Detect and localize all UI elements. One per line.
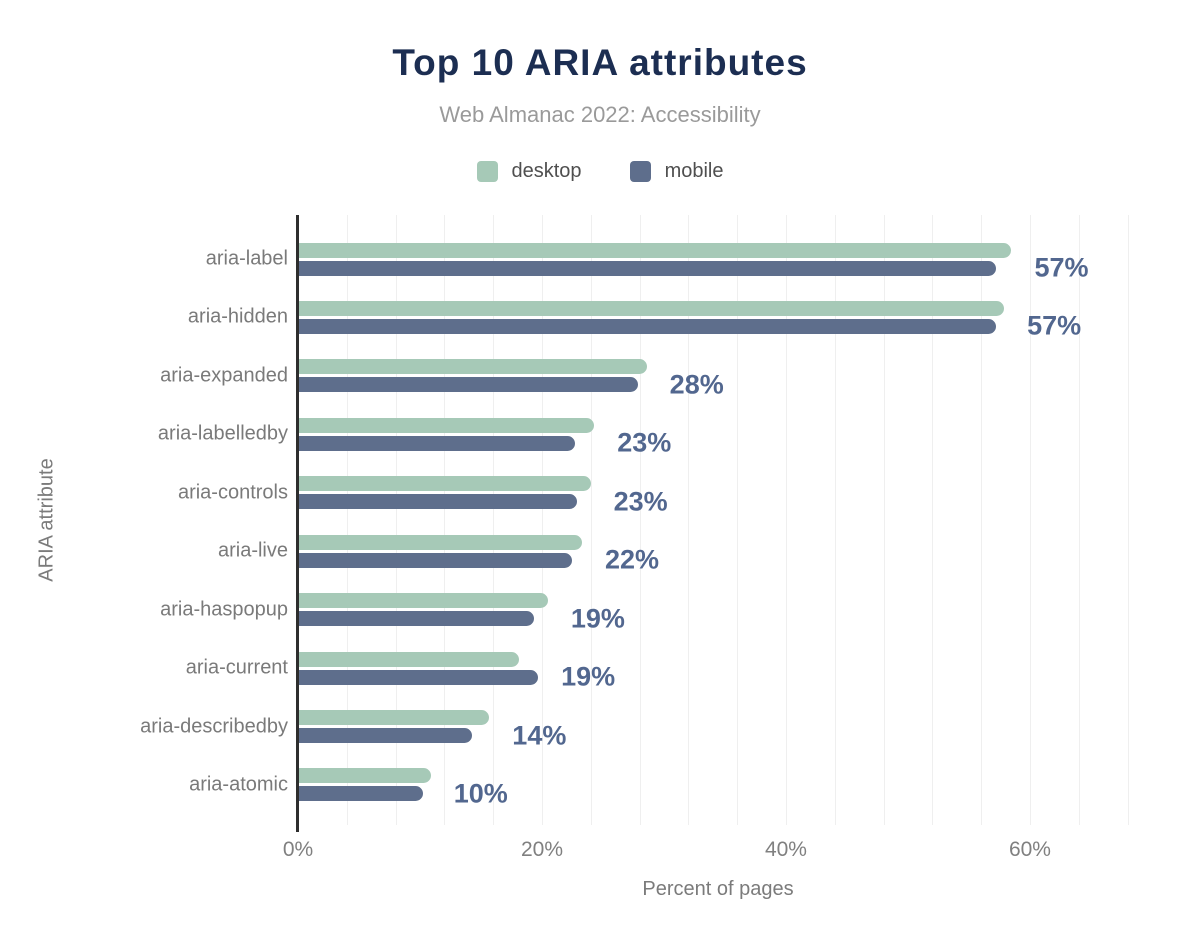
gridline [395,215,397,825]
category-label: aria-expanded [160,364,288,387]
legend-label-mobile: mobile [664,160,724,182]
value-label: 28% [669,369,724,400]
desktop-bar [299,768,431,784]
x-tick-label: 20% [520,838,563,861]
desktop-bar [299,300,1005,316]
gridline [785,215,787,825]
x-tick-label: 60% [1008,838,1051,861]
gridline [346,215,348,825]
category-label: aria-live [217,539,288,562]
gridline [688,215,690,825]
x-tick-label: 0% [282,838,314,861]
desktop-bar [299,593,548,609]
desktop-bar [299,651,519,667]
gridline [590,215,592,825]
mobile-swatch-icon [629,161,651,182]
desktop-bar [299,710,490,726]
legend-label-desktop: desktop [511,160,582,182]
gridline [493,215,495,825]
value-label: 22% [605,544,660,575]
gridline [1029,215,1031,825]
category-label: aria-hidden [187,305,288,328]
value-label: 23% [617,427,672,458]
mobile-bar [299,611,535,627]
value-label: 57% [1027,310,1082,341]
chart-title: Top 10 ARIA attributes [392,42,808,83]
value-label: 10% [453,778,508,809]
desktop-bar [299,476,591,492]
value-label: 19% [570,603,625,634]
legend-item-desktop: desktop [476,160,582,183]
gridline [737,215,739,825]
value-label: 57% [1034,252,1089,283]
gridline [541,215,543,825]
category-label: aria-describedby [140,715,288,738]
mobile-bar [299,260,996,276]
desktop-swatch-icon [476,161,498,182]
category-label: aria-atomic [189,773,288,796]
value-label: 19% [561,661,616,692]
gridline [1127,215,1129,825]
chart-subtitle: Web Almanac 2022: Accessibility [439,102,761,127]
legend-item-mobile: mobile [629,160,724,183]
gridline [639,215,641,825]
desktop-bar [299,359,647,375]
mobile-bar [299,786,424,802]
mobile-bar [299,728,473,744]
mobile-bar [299,377,639,393]
mobile-bar [299,435,575,451]
gridline [932,215,934,825]
category-label: aria-controls [177,481,288,504]
legend: desktop mobile [0,160,1200,183]
gridline [834,215,836,825]
category-label: aria-labelledby [157,422,288,445]
value-label: 23% [613,486,668,517]
gridline [981,215,983,825]
gridline [444,215,446,825]
mobile-bar [299,669,539,685]
desktop-bar [299,417,595,433]
category-label: aria-haspopup [160,598,288,621]
mobile-bar [299,318,996,334]
gridline [883,215,885,825]
category-label: aria-current [185,656,288,679]
y-axis-title: ARIA attribute [35,458,58,582]
mobile-bar [299,494,578,510]
x-tick-label: 40% [764,838,807,861]
mobile-bar [299,552,573,568]
gridline [1078,215,1080,825]
desktop-bar [299,242,1012,258]
value-label: 14% [512,720,567,751]
y-axis-line [296,215,299,832]
desktop-bar [299,534,583,550]
category-label: aria-label [205,247,288,270]
x-axis-title: Percent of pages [642,878,794,900]
